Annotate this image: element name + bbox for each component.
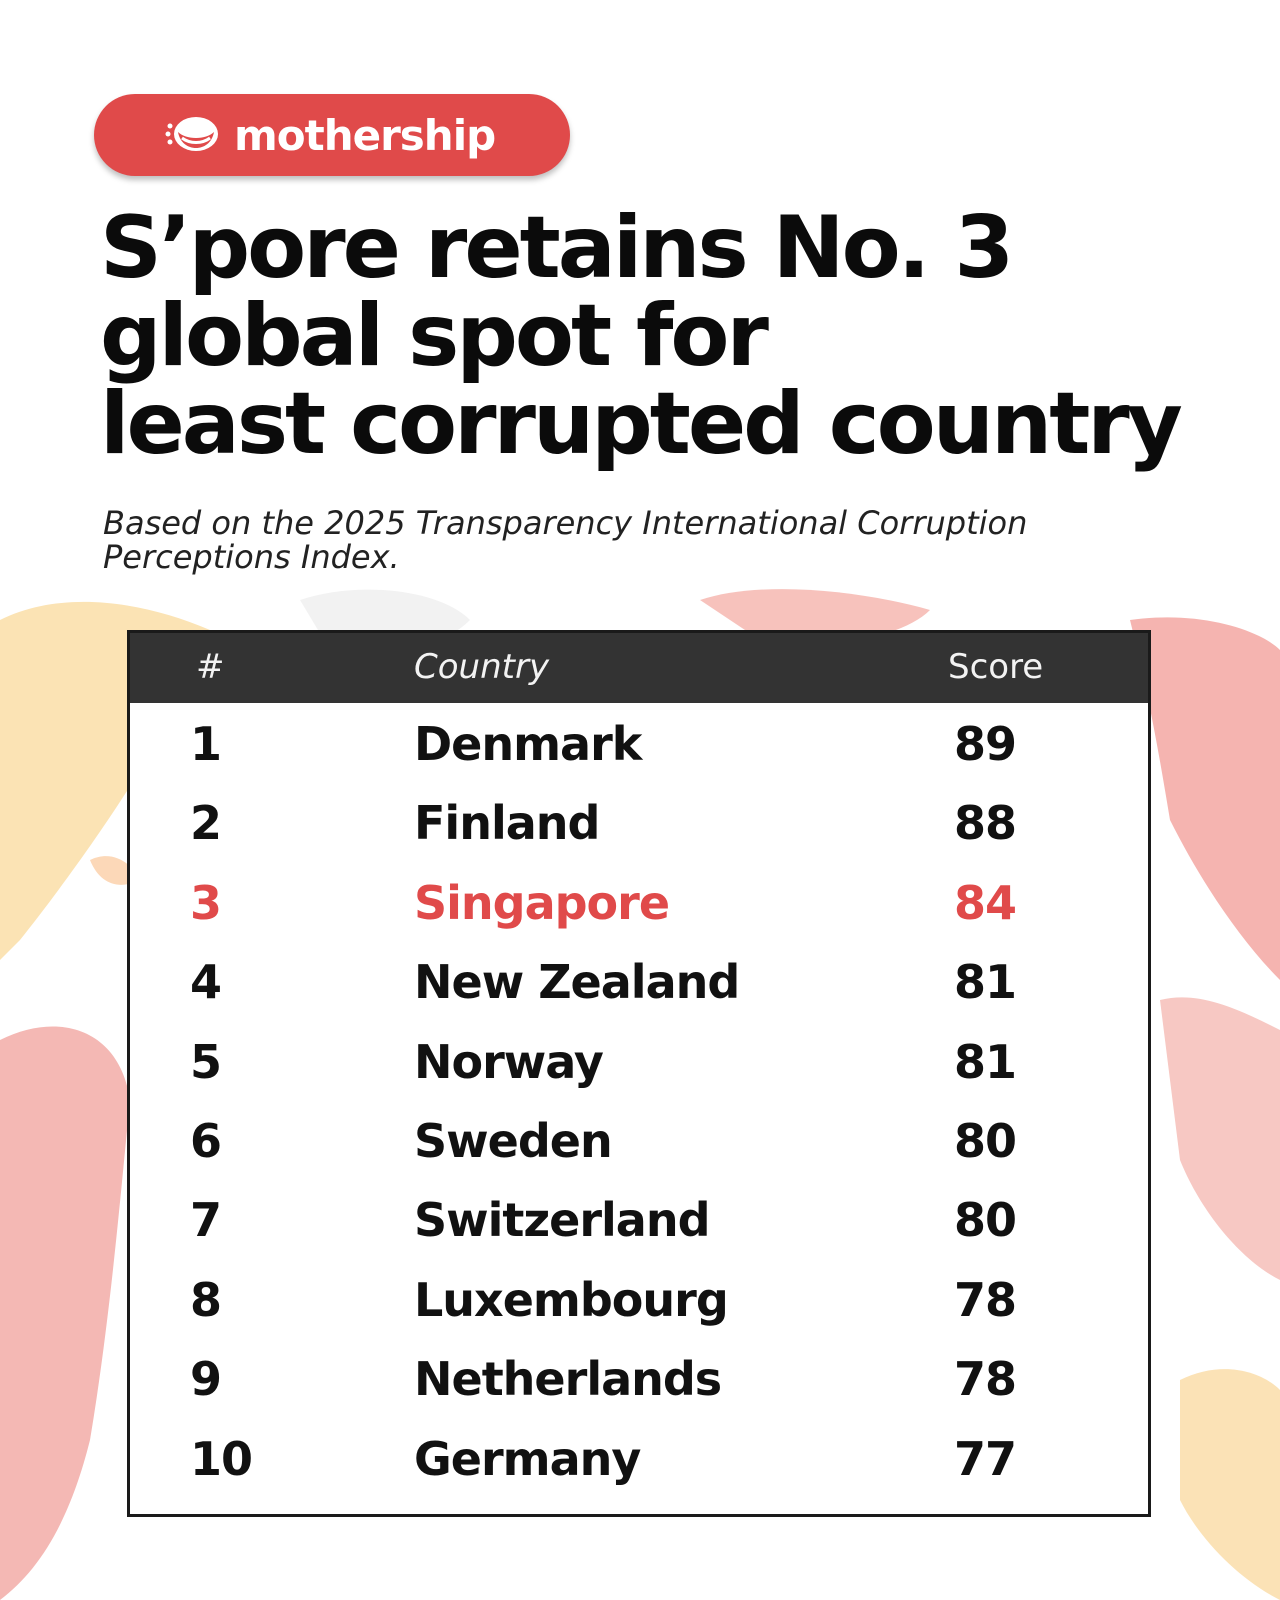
score-cell: 78 — [954, 1272, 1017, 1327]
subtitle: Based on the 2025 Transparency Internati… — [103, 506, 1203, 574]
subtitle-line: Perceptions Index. — [103, 538, 400, 576]
table-row: 10 Germany 77 — [130, 1418, 1148, 1497]
table-row: 6 Sweden 80 — [130, 1100, 1148, 1179]
score-cell: 81 — [954, 955, 1017, 1010]
brand-name: mothership — [234, 110, 496, 160]
rank-cell: 3 — [190, 875, 222, 930]
table-header: # Country Score — [130, 633, 1148, 703]
rank-cell: 4 — [190, 955, 222, 1010]
score-cell: 84 — [954, 875, 1017, 930]
country-cell: Sweden — [414, 1113, 613, 1168]
ranking-table: # Country Score 1 Denmark 89 2 Finland 88 3 Sin… — [127, 630, 1151, 1517]
headline-line: S’pore retains No. 3 — [100, 198, 1014, 298]
country-cell: Norway — [414, 1034, 604, 1089]
column-header-country: Country — [414, 647, 550, 687]
table-row: 9 Netherlands 78 — [130, 1338, 1148, 1417]
table-row: 7 Switzerland 80 — [130, 1179, 1148, 1258]
rank-cell: 9 — [190, 1352, 222, 1407]
table-body: 1 Denmark 89 2 Finland 88 3 Singapore 84 4 New Zea… — [130, 703, 1148, 1497]
country-cell: New Zealand — [414, 955, 740, 1010]
table-row: 5 Norway 81 — [130, 1021, 1148, 1100]
headline-line: global spot for — [100, 286, 769, 386]
rank-cell: 7 — [190, 1193, 222, 1248]
score-cell: 88 — [954, 796, 1017, 851]
score-cell: 81 — [954, 1034, 1017, 1089]
country-cell: Singapore — [414, 875, 670, 930]
country-cell: Luxembourg — [414, 1272, 729, 1327]
subtitle-line: Based on the 2025 Transparency Internati… — [103, 504, 1028, 542]
mothership-logo-icon — [165, 117, 218, 151]
country-cell: Netherlands — [414, 1352, 722, 1407]
map-asia — [1130, 617, 1280, 980]
headline: S’pore retains No. 3 global spot for lea… — [100, 204, 1230, 468]
map-australia — [1180, 1369, 1280, 1600]
rank-cell: 8 — [190, 1272, 222, 1327]
table-row: 2 Finland 88 — [130, 782, 1148, 861]
headline-line: least corrupted country — [100, 374, 1183, 474]
column-header-rank: # — [196, 647, 225, 687]
score-cell: 80 — [954, 1193, 1017, 1248]
country-cell: Germany — [414, 1431, 641, 1486]
rank-cell: 5 — [190, 1034, 222, 1089]
rank-cell: 6 — [190, 1113, 222, 1168]
rank-cell: 10 — [190, 1431, 253, 1486]
table-row: 3 Singapore 84 — [130, 862, 1148, 941]
score-cell: 78 — [954, 1352, 1017, 1407]
score-cell: 89 — [954, 717, 1017, 771]
brand-logo: mothership — [94, 94, 570, 176]
score-cell: 80 — [954, 1113, 1017, 1168]
rank-cell: 2 — [190, 796, 222, 851]
table-row: 4 New Zealand 81 — [130, 941, 1148, 1020]
rank-cell: 1 — [190, 717, 222, 771]
country-cell: Switzerland — [414, 1193, 711, 1248]
table-row: 1 Denmark 89 — [130, 703, 1148, 782]
country-cell: Finland — [414, 796, 600, 851]
map-southeast-asia — [1160, 997, 1280, 1280]
column-header-score: Score — [948, 647, 1044, 687]
country-cell: Denmark — [414, 717, 642, 771]
score-cell: 77 — [954, 1431, 1017, 1486]
table-row: 8 Luxembourg 78 — [130, 1259, 1148, 1338]
map-south-america — [0, 1026, 130, 1600]
